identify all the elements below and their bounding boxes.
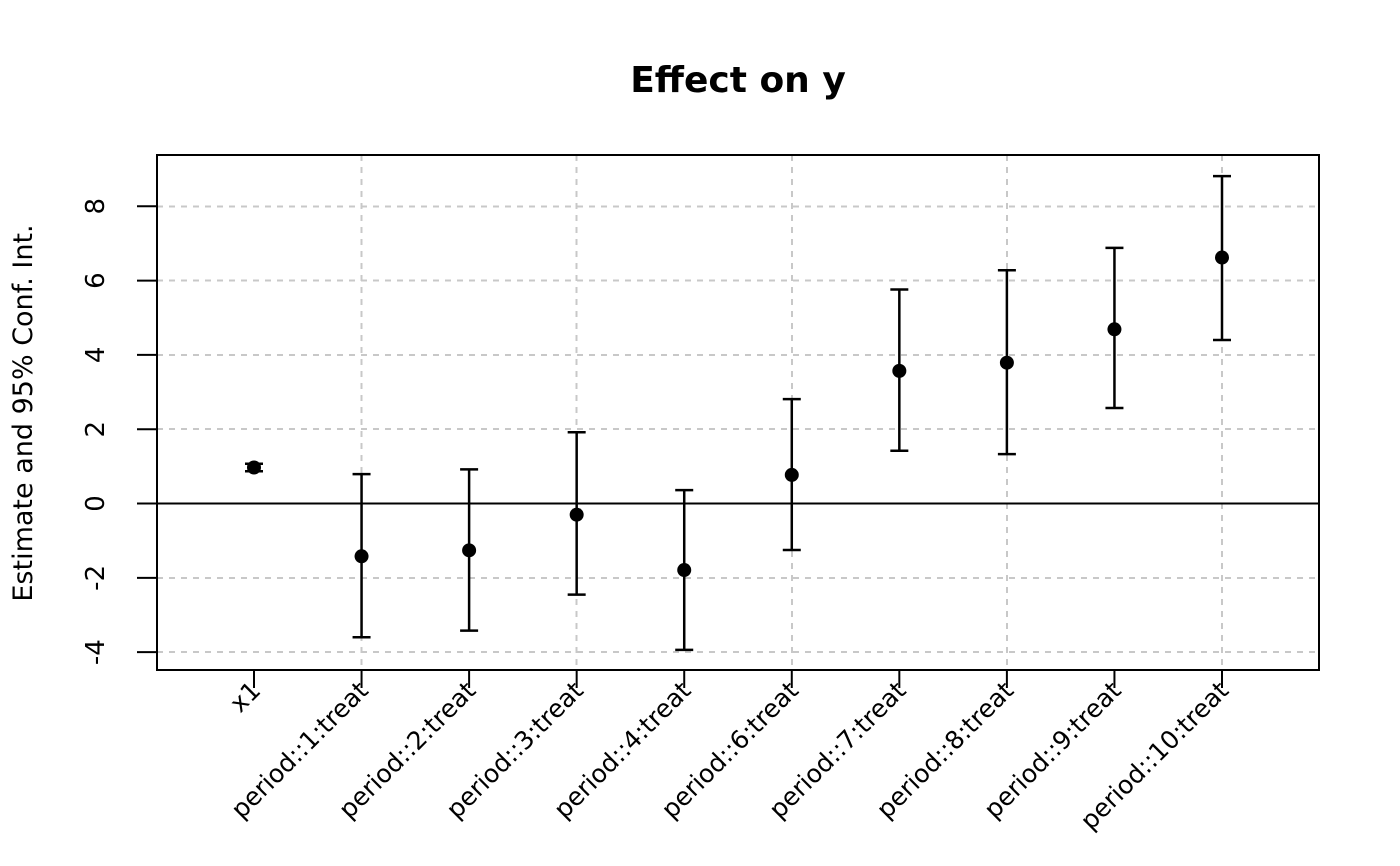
coefficient <box>997 268 1016 456</box>
series-estimates <box>245 174 1231 652</box>
coefficient <box>675 488 694 652</box>
point-estimate <box>999 355 1014 370</box>
axes: 86420-2-4x1period::1:treatperiod::2:trea… <box>81 198 1319 835</box>
point-estimate <box>1107 322 1122 337</box>
point-estimate <box>569 507 584 522</box>
coefficient <box>890 288 909 453</box>
y-tick-label: 2 <box>81 421 111 438</box>
point-estimate <box>247 460 261 475</box>
coefficient <box>567 430 586 596</box>
y-tick-label: -2 <box>81 565 111 591</box>
point-estimate <box>1215 250 1229 265</box>
coefficient <box>1213 174 1231 342</box>
point-estimate <box>354 549 369 564</box>
y-tick-label: -4 <box>81 639 111 665</box>
plot-frame <box>156 154 1320 671</box>
y-tick-label: 0 <box>81 495 111 512</box>
coefficient <box>1105 246 1124 410</box>
y-tick-label: 8 <box>81 198 111 215</box>
y-tick-label: 6 <box>81 272 111 289</box>
point-estimate <box>677 563 692 578</box>
chart-title: Effect on y <box>630 60 846 101</box>
point-estimate <box>784 467 799 482</box>
coefficient <box>460 468 479 632</box>
x-tick-label: x1 <box>224 676 266 718</box>
coefficient <box>245 460 263 475</box>
y-tick-label: 4 <box>81 347 111 364</box>
grid <box>157 155 1319 670</box>
point-estimate <box>462 543 477 558</box>
y-axis-label: Estimate and 95% Conf. Int. <box>8 224 39 601</box>
coefficient <box>352 472 371 639</box>
point-estimate <box>892 363 907 378</box>
coefficient <box>782 397 801 552</box>
